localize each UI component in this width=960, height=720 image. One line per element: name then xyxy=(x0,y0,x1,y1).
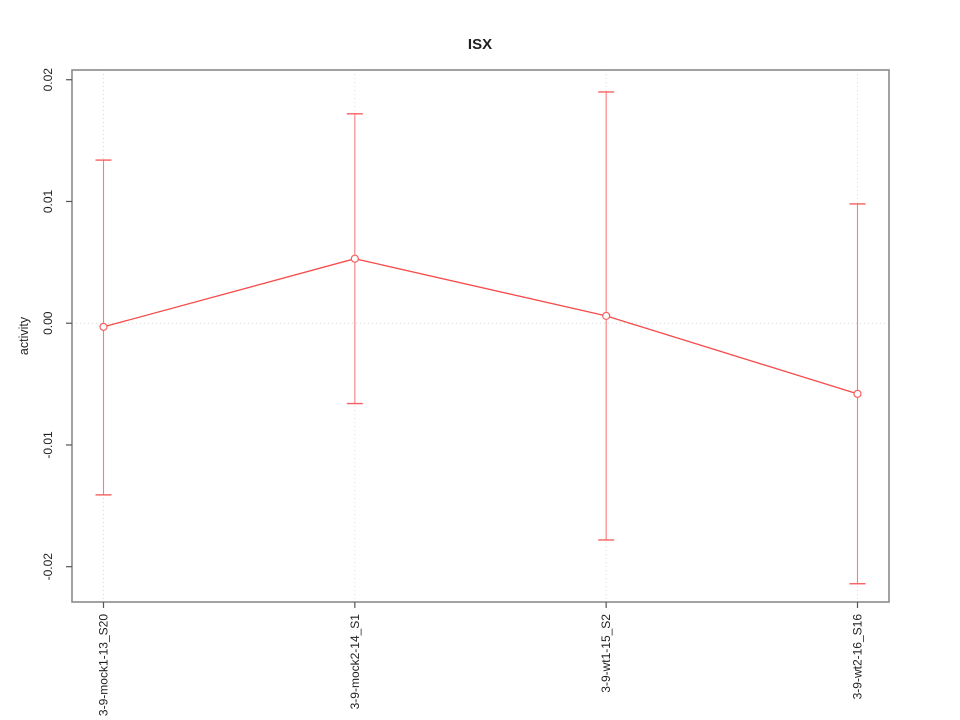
x-tick-label: 3-9-mock1-13_S20 xyxy=(97,614,111,716)
data-point-marker xyxy=(99,322,108,331)
x-tick-label: 3-9-wt1-15_S2 xyxy=(599,614,613,693)
y-tick-label: -0.02 xyxy=(41,553,55,581)
y-tick-label: -0.01 xyxy=(41,431,55,459)
y-axis-label: activity xyxy=(17,316,31,355)
x-tick-label: 3-9-wt2-16_S16 xyxy=(851,614,865,700)
chart-title: ISX xyxy=(468,36,492,53)
y-tick-label: 0.02 xyxy=(41,68,55,92)
y-tick-label: 0.01 xyxy=(41,189,55,213)
plot-box xyxy=(71,69,890,603)
data-point-marker xyxy=(853,389,862,398)
plot-area: -0.02 -0.01 0.00 0.01 0.02 3-9-mock1-13_S20 3-… xyxy=(41,68,890,716)
y-tick-label: 0.00 xyxy=(41,311,55,335)
data-point-marker xyxy=(350,254,359,263)
series-line xyxy=(103,258,858,395)
data-point-marker xyxy=(602,311,611,321)
x-tick-label: 3-9-mock2-14_S1 xyxy=(348,614,362,710)
